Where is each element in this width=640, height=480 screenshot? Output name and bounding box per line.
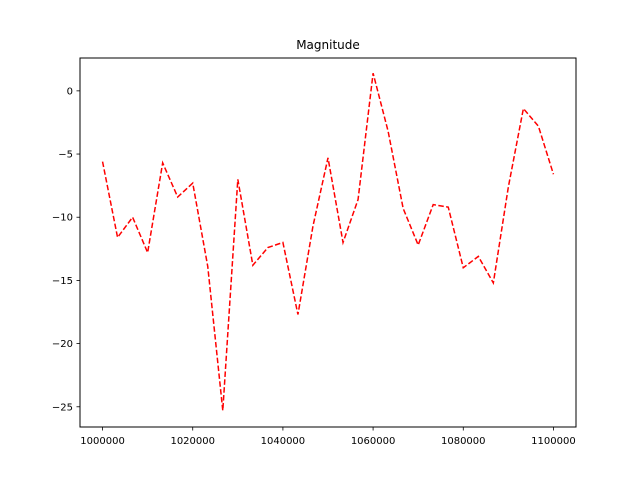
x-tick-label: 1040000 [261,436,306,447]
chart-title: Magnitude [296,38,360,52]
series-layer [101,72,555,411]
plot-area [80,58,576,427]
y-tick-label: 0 [67,86,73,97]
y-tick-label: −10 [52,213,73,224]
x-tick-label: 1000000 [80,436,125,447]
y-tick-label: −20 [52,339,73,350]
y-tick-label: −25 [52,402,73,413]
x-tick-label: 1020000 [170,436,215,447]
x-tick-label: 1100000 [531,436,576,447]
x-tick-label: 1080000 [441,436,486,447]
y-axis: 0 −5 −10 −15 −20 −25 [52,86,80,413]
y-tick-label: −5 [58,150,73,161]
x-tick-label: 1060000 [351,436,396,447]
series-line [101,72,555,411]
y-tick-label: −15 [52,276,73,287]
plot-frame [79,57,577,428]
x-axis: 1000000 1020000 1040000 1060000 1080000 11000… [80,427,576,447]
